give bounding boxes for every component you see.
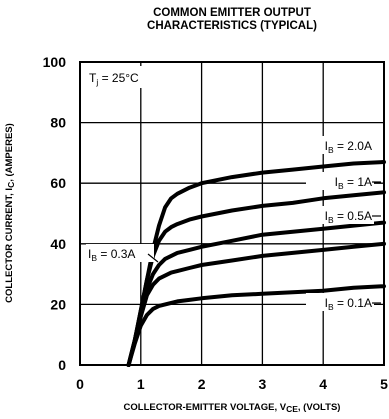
series-label-text: IB = 1A (335, 175, 372, 191)
series-label-4: IB = 0.3A (86, 244, 159, 263)
x-axis-label: COLLECTOR-EMITTER VOLTAGE, VCE, (VOLTS) (124, 402, 341, 414)
y-tick-labels: 0 20 40 60 80 100 (43, 54, 67, 373)
y-tick-label-60: 60 (50, 175, 66, 191)
series-label-text: IB = 0.5A (325, 209, 372, 225)
y-tick-label-80: 80 (50, 115, 66, 131)
series-curve-5 (126, 284, 386, 367)
x-tick-label-5: 5 (380, 376, 388, 392)
series-label-3: IB = 0.5A (306, 206, 381, 225)
series-label-background (306, 293, 374, 311)
x-tick-label-2: 2 (198, 376, 206, 392)
y-tick-label-0: 0 (58, 357, 66, 373)
series-label-background (86, 244, 154, 262)
series-label-background (306, 136, 374, 154)
y-axis-label: COLLECTOR CURRENT, IC, (AMPERES) (4, 123, 16, 303)
series-label-5: IB = 0.1A (306, 293, 381, 312)
series-curve-1 (126, 160, 386, 367)
plot-frame (79, 61, 385, 366)
series-curves (126, 160, 386, 367)
x-tick-label-1: 1 (137, 376, 145, 392)
series-labels: IB = 2.0A IB = 1A IB = 0.5A IB = 0.3A IB = 0… (86, 136, 381, 312)
y-tick-label-20: 20 (50, 296, 66, 312)
series-label-text: IB = 0.3A (88, 247, 135, 263)
series-label-text: IB = 2.0A (325, 139, 372, 155)
x-tick-label-3: 3 (259, 376, 267, 392)
x-tick-label-0: 0 (76, 376, 84, 392)
y-tick-label-100: 100 (43, 54, 67, 70)
temperature-annotation-text: Tj = 25°C (89, 71, 139, 87)
x-tick-label-4: 4 (319, 376, 327, 392)
chart-title-line-2: CHARACTERISTICS (TYPICAL) (147, 20, 317, 32)
series-label-2: IB = 1A (306, 172, 381, 191)
temperature-annotation: Tj = 25°C (84, 66, 164, 88)
y-tick-label-40: 40 (50, 236, 66, 252)
series-label-background (306, 172, 374, 190)
chart-title-line-1: COMMON EMITTER OUTPUT (153, 7, 311, 19)
series-label-text: IB = 0.1A (325, 296, 372, 312)
series-label-leader (147, 253, 159, 263)
series-label-background (306, 206, 374, 224)
series-label-1: IB = 2.0A (306, 136, 374, 155)
x-tick-labels: 0 1 2 3 4 5 (76, 376, 388, 392)
series-curve-4 (126, 241, 386, 367)
